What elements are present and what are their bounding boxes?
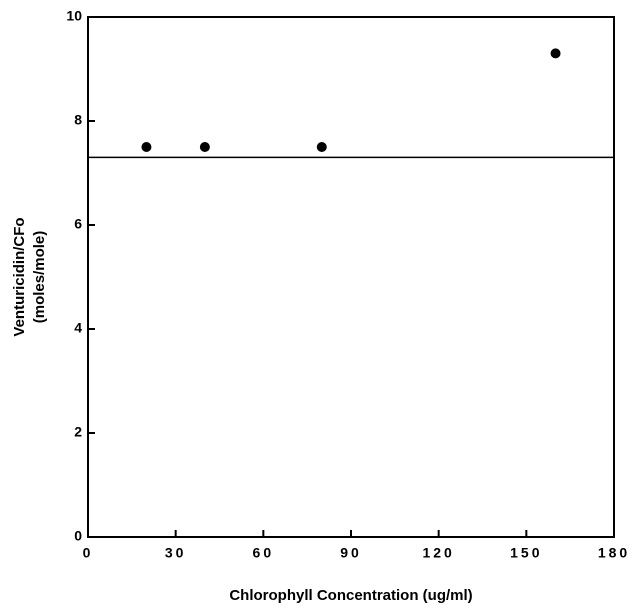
data-point bbox=[141, 142, 152, 152]
data-point bbox=[199, 142, 210, 152]
x-tick-label: 120 bbox=[422, 545, 454, 561]
data-point bbox=[316, 142, 327, 152]
y-tick-label: 8 bbox=[74, 112, 82, 128]
x-tick-label: 0 bbox=[83, 545, 94, 561]
y-tick-label: 2 bbox=[74, 424, 82, 440]
y-tick-label: 4 bbox=[74, 320, 82, 336]
x-tick-label: 90 bbox=[340, 545, 362, 561]
y-axis-label: (moles/mole) bbox=[31, 231, 48, 324]
y-tick-label: 0 bbox=[74, 528, 82, 544]
y-tick-label: 10 bbox=[66, 8, 82, 24]
x-tick-label: 150 bbox=[510, 545, 542, 561]
x-tick-label: 30 bbox=[165, 545, 187, 561]
data-point bbox=[550, 48, 561, 59]
x-tick-label: 60 bbox=[253, 545, 275, 561]
plot-frame bbox=[87, 16, 615, 538]
y-tick-label: 6 bbox=[74, 216, 82, 232]
x-tick-label: 180 bbox=[598, 545, 630, 561]
x-axis-label: Chlorophyll Concentration (ug/ml) bbox=[229, 587, 472, 604]
y-axis-label: Venturicidin/CFo bbox=[11, 217, 28, 336]
